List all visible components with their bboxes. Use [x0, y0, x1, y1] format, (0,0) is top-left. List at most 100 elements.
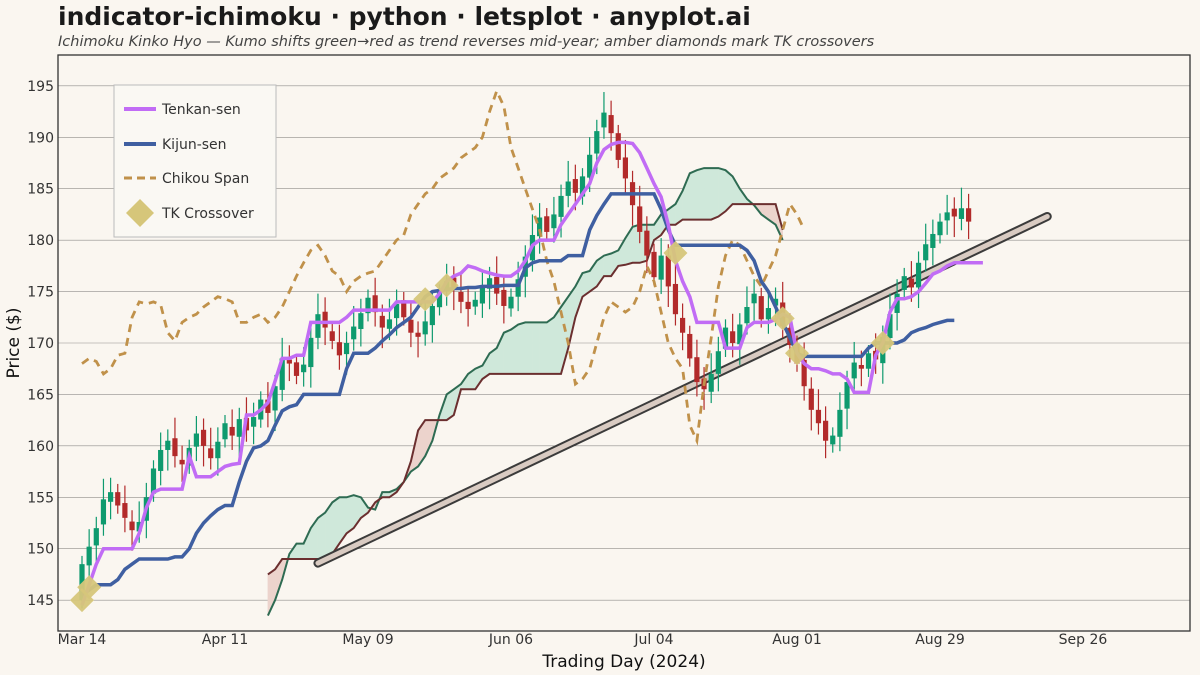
trend-line — [313, 211, 1052, 568]
candle-body — [79, 564, 85, 601]
chart-subtitle: Ichimoku Kinko Hyo — Kumo shifts green→r… — [58, 34, 875, 50]
candle-body — [86, 546, 92, 566]
candle-body — [930, 233, 936, 248]
candle-body — [565, 181, 571, 196]
legend-chikou-label: Chikou Span — [162, 171, 249, 187]
kijun-sen-line — [80, 192, 955, 597]
x-axis-title: Trading Day (2024) — [541, 652, 705, 672]
kumo-segment — [710, 167, 719, 220]
candle-body — [215, 441, 221, 459]
tk-crossover-marker — [434, 273, 459, 298]
y-tick-label: 175 — [27, 285, 54, 301]
candle-body — [579, 176, 586, 197]
candle-body — [358, 313, 364, 330]
senkou-spans — [266, 167, 784, 617]
candle-body — [458, 291, 464, 302]
candle-body — [129, 521, 135, 531]
candle-body — [966, 208, 972, 222]
x-axis-ticks: Mar 14 Apr 11 May 09 Jun 06 Jul 04 Aug 01 Aug … — [58, 632, 1108, 648]
candle-body — [944, 212, 950, 221]
candle-body — [772, 298, 779, 306]
candle-body — [894, 293, 900, 313]
candle-body — [644, 230, 650, 256]
candle-body — [651, 251, 657, 278]
candle-body — [408, 319, 414, 333]
candle-body — [601, 112, 607, 128]
candle-body — [472, 299, 478, 307]
candle-body — [165, 440, 171, 450]
tk-crossover-marker — [785, 341, 809, 366]
kumo-segment — [696, 167, 705, 220]
y-axis-title: Price ($) — [4, 308, 24, 379]
candle-body — [329, 331, 335, 341]
candle-body — [501, 289, 507, 306]
candle-body — [436, 292, 443, 308]
candle-body — [429, 305, 435, 326]
kumo-segment — [317, 512, 326, 560]
legend-kijun-label: Kijun-sen — [162, 137, 227, 153]
candle-body — [851, 362, 857, 379]
y-tick-label: 160 — [27, 439, 54, 455]
tenkan-sen-line — [80, 140, 983, 606]
candle-body — [265, 399, 271, 413]
candle-body — [465, 301, 471, 310]
legend-crossover-label: TK Crossover — [161, 206, 254, 222]
candle-body — [544, 216, 550, 232]
candle-body — [115, 492, 121, 506]
candle-body — [322, 311, 328, 328]
candle-body — [730, 331, 736, 343]
kumo-segment — [525, 322, 533, 375]
senkou-a-line — [266, 167, 784, 617]
x-tick-label: Jul 04 — [633, 632, 673, 648]
candle-body — [737, 324, 743, 345]
y-tick-label: 170 — [27, 336, 54, 352]
candle-body — [672, 283, 679, 315]
legend-crossover-swatch — [126, 199, 154, 227]
candle-body — [236, 419, 242, 437]
crossover-markers — [70, 241, 895, 613]
y-tick-label: 190 — [27, 130, 54, 146]
y-tick-label: 155 — [27, 490, 54, 506]
y-tick-label: 180 — [27, 233, 54, 249]
senkou-b-line — [267, 203, 784, 576]
kumo-segment — [539, 322, 547, 375]
candle-body — [279, 358, 285, 390]
candle-body — [401, 300, 407, 318]
candle-body — [551, 214, 557, 229]
trend-ribbon-fill — [315, 213, 1050, 566]
candle-body — [537, 217, 543, 237]
candle-body — [286, 359, 292, 364]
candle-body — [901, 276, 907, 290]
kumo-segment — [689, 169, 698, 220]
candle-body — [93, 528, 99, 546]
y-tick-label: 165 — [27, 387, 54, 403]
candle-body — [315, 314, 321, 338]
candle-body — [680, 317, 686, 333]
candle-body — [687, 333, 693, 359]
candle-body — [308, 337, 314, 368]
candle-body — [594, 131, 600, 154]
candle-body — [479, 287, 485, 304]
candle-body — [508, 296, 514, 309]
candle-body — [251, 417, 257, 427]
candle-body — [293, 362, 300, 376]
tk-crossover-marker — [413, 287, 438, 312]
tk-crossover-marker — [870, 331, 895, 355]
candle-body — [694, 357, 700, 383]
candle-body — [158, 449, 164, 471]
y-tick-label: 145 — [27, 593, 54, 609]
candle-body — [108, 492, 114, 502]
kumo-segment — [532, 322, 540, 375]
x-tick-label: Sep 26 — [1059, 632, 1108, 648]
candle-body — [708, 373, 714, 392]
tk-crossover-marker — [77, 575, 102, 600]
kumo-segment — [503, 329, 512, 375]
x-tick-label: Mar 14 — [58, 632, 107, 648]
tk-crossover-marker — [770, 306, 795, 331]
candle-body — [515, 279, 521, 297]
candle-body — [923, 244, 929, 261]
tk-crossover-marker — [663, 241, 688, 265]
candle-body — [336, 342, 342, 356]
candle-body — [394, 303, 400, 319]
candle-body — [122, 503, 128, 518]
